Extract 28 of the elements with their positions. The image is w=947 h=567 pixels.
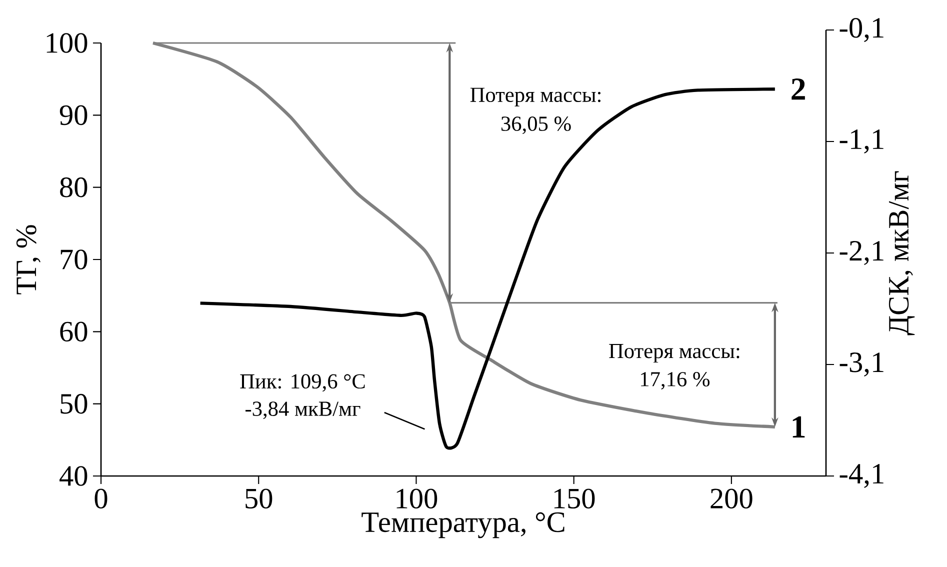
x-tick-label: 50	[246, 488, 272, 508]
series-label: 1	[792, 416, 805, 438]
y-tick-label: 40	[60, 466, 88, 486]
y-axis-title: ТГ, %	[16, 225, 40, 294]
y2-tick-label: -1,1	[840, 130, 884, 154]
y-tick-label: 70	[60, 250, 88, 270]
annotation: Пик: 109,6 °C	[240, 374, 365, 392]
y-tick-label: 60	[60, 322, 88, 342]
annotation: Потеря массы:	[470, 88, 600, 106]
series-label: 2	[792, 78, 805, 100]
annotation: 36,05 %	[501, 116, 571, 134]
y2-tick-label: -4,1	[840, 464, 884, 488]
x-tick-label: 100	[396, 488, 438, 508]
y2-tick-label: -2,1	[840, 241, 884, 265]
annotation: 17,16 %	[641, 372, 710, 390]
y-tick-label: 90	[60, 105, 88, 126]
y-tick-label: 80	[60, 177, 88, 198]
y-tick-label: 50	[60, 394, 88, 414]
x-axis-title: Температура, °C	[362, 512, 564, 538]
y2-tick-label: -0,1	[840, 18, 884, 42]
x-tick-label: 150	[554, 488, 595, 508]
annotation: Потеря массы:	[609, 344, 740, 363]
y2-axis-title: ДСК, мкВ/мг	[888, 171, 915, 336]
annotation: -3,84 мкВ/мг	[246, 402, 360, 420]
x-tick-label: 200	[710, 488, 752, 508]
y2-tick-label: -3,1	[840, 352, 884, 376]
x-tick-label: 0	[94, 488, 108, 508]
y-tick-label: 100	[46, 33, 88, 53]
